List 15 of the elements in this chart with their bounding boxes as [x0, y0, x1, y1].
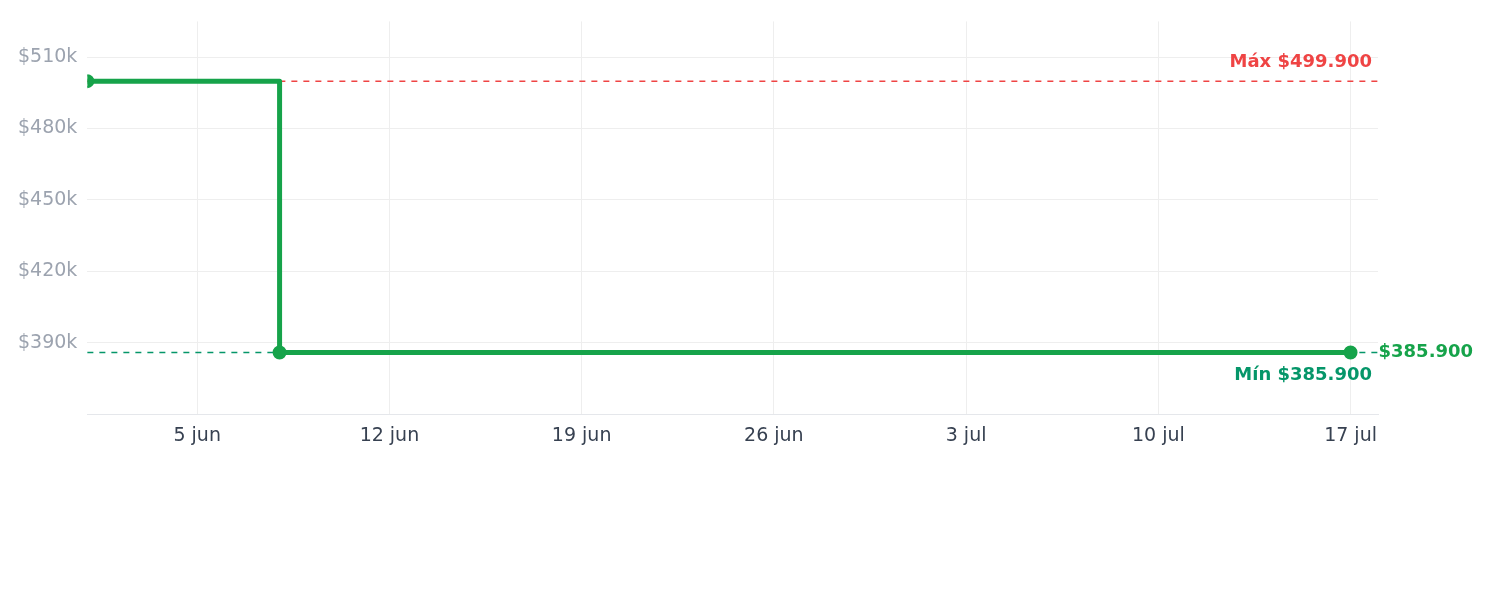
- x-tick-label: 26 jun: [744, 422, 804, 445]
- x-tick-label: 19 jun: [551, 422, 612, 445]
- x-tick-label: 17 jul: [1324, 422, 1377, 445]
- y-tick-label: $420k: [18, 258, 78, 281]
- annotation: $385.900: [1378, 340, 1474, 362]
- y-tick-label: $450k: [18, 186, 78, 209]
- ref-line-label: Mín $385.900: [1234, 363, 1372, 385]
- y-tick-label: $480k: [18, 115, 78, 138]
- x-tick-label: 12 jun: [359, 422, 420, 445]
- ref-line-label: Máx $499.900: [1229, 49, 1372, 71]
- x-tick-label: 3 jul: [945, 422, 987, 445]
- x-tick-label: 5 jun: [173, 422, 221, 445]
- y-tick-label: $510k: [18, 44, 78, 67]
- x-tick-label: 10 jul: [1131, 422, 1185, 445]
- y-tick-label: $390k: [18, 329, 78, 352]
